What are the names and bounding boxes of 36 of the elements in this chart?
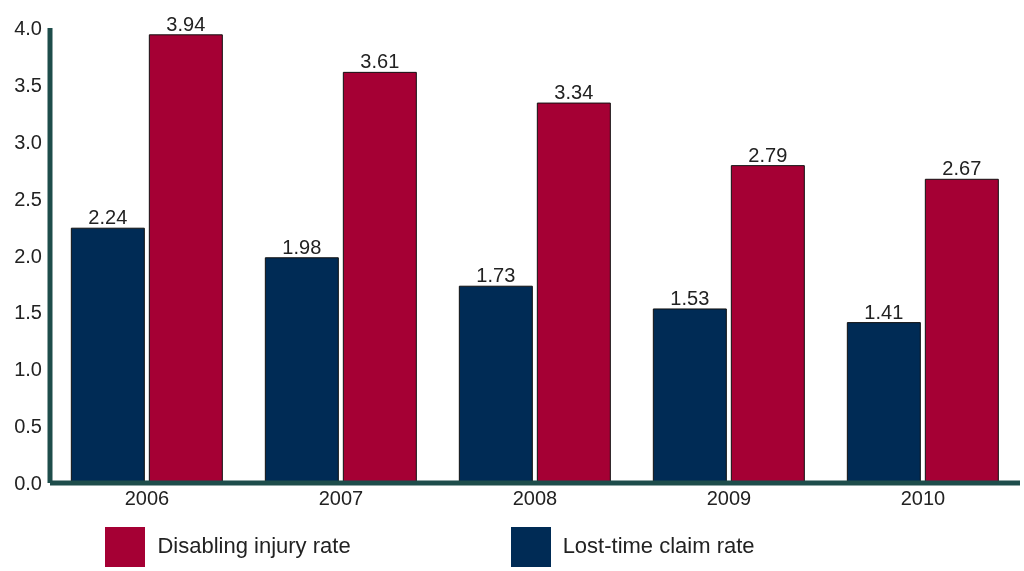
data-label: 1.73 [476, 264, 516, 287]
legend-label: Disabling injury rate [157, 532, 351, 558]
x-tick-label: 2009 [706, 487, 752, 510]
y-tick-label: 2.0 [14, 244, 42, 267]
bar [846, 322, 921, 483]
data-label: 3.61 [360, 50, 400, 73]
legend-label: Lost-time claim rate [562, 532, 755, 558]
y-tick-label: 0.0 [14, 472, 42, 495]
data-label: 1.53 [670, 286, 710, 309]
y-tick-label: 3.5 [14, 73, 42, 96]
data-label: 3.94 [166, 12, 206, 35]
x-tick-label: 2006 [124, 487, 170, 510]
y-tick-label: 2.5 [14, 187, 42, 210]
data-label: 2.79 [748, 143, 788, 166]
bar [730, 165, 805, 483]
x-tick-label: 2007 [318, 487, 364, 510]
y-tick-label: 4.0 [14, 17, 42, 40]
bar [458, 285, 533, 483]
y-tick-label: 0.5 [14, 415, 42, 438]
bar [536, 102, 611, 483]
x-tick-label: 2010 [900, 487, 946, 510]
data-label: 3.34 [554, 81, 594, 104]
data-label: 2.67 [942, 157, 982, 180]
bar [70, 227, 145, 483]
bar [924, 178, 999, 483]
y-tick-label: 1.0 [14, 358, 42, 381]
data-label: 1.41 [864, 300, 904, 323]
bar [264, 257, 339, 483]
data-label: 1.98 [282, 235, 322, 258]
y-tick-label: 3.0 [14, 130, 42, 153]
data-label: 2.24 [88, 206, 128, 229]
bar [342, 71, 417, 483]
y-tick-label: 1.5 [14, 301, 42, 324]
bar [652, 308, 727, 483]
bar [148, 34, 223, 483]
x-tick-label: 2008 [512, 487, 558, 510]
